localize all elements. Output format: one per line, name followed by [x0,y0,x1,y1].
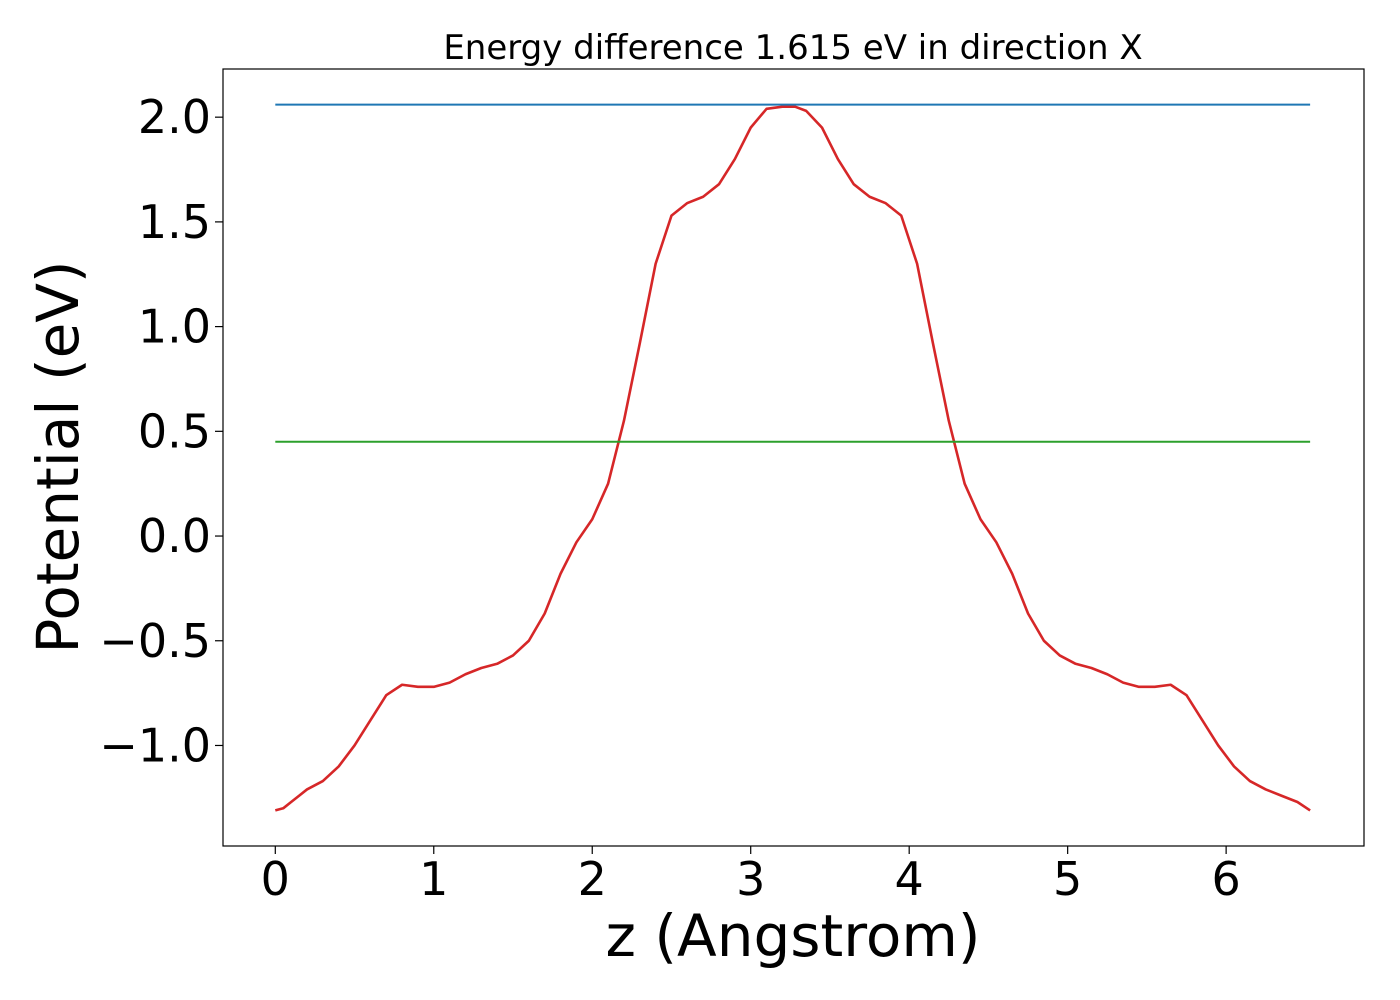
y-tick-label: 2.0 [138,90,211,144]
plot-frame [222,68,1365,847]
y-tick-label: −0.5 [99,614,211,668]
y-tick-label: −1.0 [99,718,211,772]
series-line-1 [274,105,1311,812]
y-tick-label: 1.0 [138,300,211,354]
series-layer [274,103,1311,812]
x-tick-label: 1 [419,852,448,906]
x-axis-label: z (Angstrom) [606,902,981,970]
chart-title: Energy difference 1.615 eV in direction … [443,28,1142,68]
y-axis-ticks: −1.0 −0.5 0.0 0.5 1.0 1.5 2.0 [99,90,223,772]
x-tick-label: 3 [736,852,765,906]
y-axis-label: Potential (eV) [24,260,92,653]
x-tick-label: 4 [895,852,924,906]
y-tick-label: 1.5 [138,195,211,249]
x-tick-label: 6 [1211,852,1240,906]
y-tick-label: 0.0 [138,509,211,563]
x-tick-label: 5 [1053,852,1082,906]
x-tick-label: 0 [261,852,290,906]
x-axis-ticks: 0 1 2 3 4 5 6 [261,846,1241,906]
x-tick-label: 2 [578,852,607,906]
y-tick-label: 0.5 [138,404,211,458]
